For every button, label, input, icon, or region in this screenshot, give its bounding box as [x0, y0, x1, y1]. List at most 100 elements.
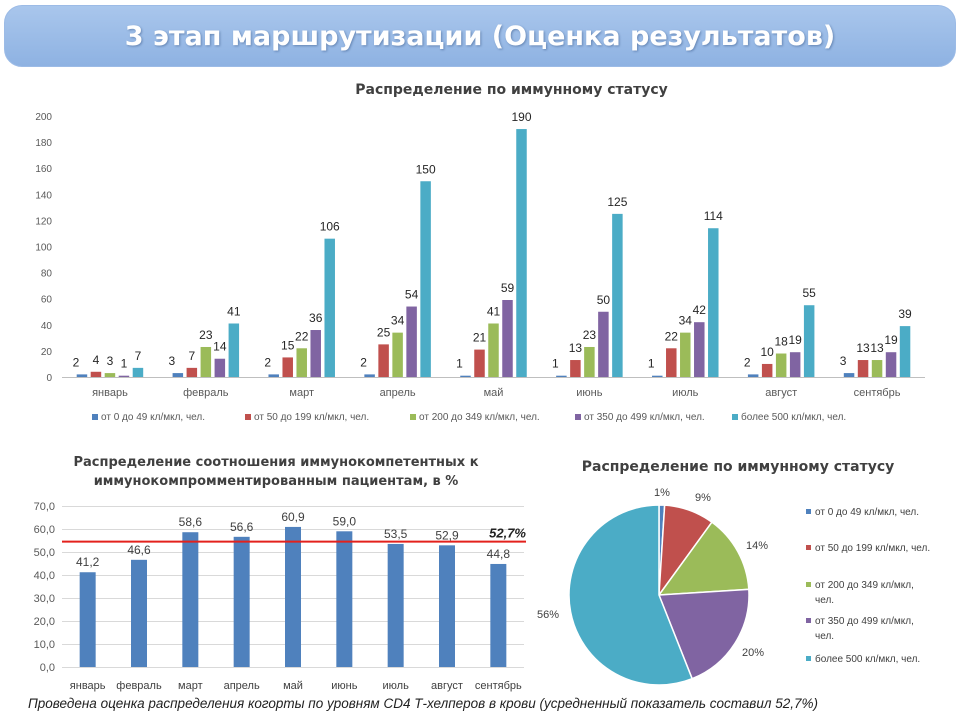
chart1-data-label: 2: [744, 355, 751, 369]
chart3-legend-swatch: [806, 582, 811, 587]
chart2-bar: [336, 531, 353, 667]
chart1-data-label: 22: [665, 329, 679, 343]
chart1-y-tick: 20: [41, 347, 53, 358]
chart1-data-label: 23: [199, 328, 213, 342]
chart1-data-label: 34: [391, 314, 405, 328]
chart1-data-label: 39: [898, 307, 912, 321]
chart1-bar: [843, 373, 855, 377]
chart2-data-label: 46,6: [127, 543, 151, 557]
chart1-y-tick: 40: [41, 321, 53, 332]
chart1-bar: [324, 238, 335, 377]
chart1-bar: [570, 360, 581, 377]
chart1-legend-swatch: [575, 414, 581, 420]
chart2-data-label: 56,6: [230, 520, 254, 534]
chart1-bar: [186, 367, 198, 377]
chart1-bar: [708, 228, 719, 377]
chart1-data-label: 1: [552, 357, 559, 371]
chart1-bar: [296, 348, 307, 377]
chart1-bar: [747, 374, 759, 377]
chart2-x-tick: апрель: [224, 680, 260, 692]
chart1-data-label: 10: [760, 345, 774, 359]
chart1-bar: [680, 332, 691, 377]
chart1-data-label: 54: [405, 288, 419, 302]
chart2-data-label: 41,2: [76, 555, 100, 569]
chart2-bar: [131, 559, 147, 667]
chart1-x-tick: июнь: [576, 387, 602, 399]
chart3-slice-label: 9%: [695, 492, 711, 504]
chart1-bar: [871, 360, 883, 377]
chart1-x-tick: январь: [92, 387, 128, 399]
chart2-y-tick: 30,0: [34, 593, 55, 605]
chart2-bar: [439, 545, 455, 667]
chart1-data-label: 2: [73, 355, 80, 369]
chart1-data-label: 50: [597, 293, 611, 307]
chart1-bar: [652, 375, 663, 377]
chart1-bar: [502, 300, 513, 377]
chart2-y-tick: 70,0: [34, 501, 55, 513]
chart3-legend-label: от 50 до 199 кл/мкл, чел.: [815, 543, 930, 554]
chart2-bar: [182, 532, 199, 667]
chart2-x-tick: июль: [383, 680, 410, 692]
chart1-y-tick: 60: [41, 295, 53, 306]
chart2-y-tick: 0,0: [40, 662, 55, 674]
chart3-legend-label: чел.: [815, 595, 834, 606]
chart1-bar: [364, 374, 375, 377]
chart1-y-tick: 180: [35, 138, 52, 149]
chart1-data-label: 1: [456, 357, 463, 371]
chart3-legend-swatch: [806, 509, 811, 514]
chart1-data-label: 21: [473, 331, 487, 345]
chart1-bar: [172, 373, 184, 377]
chart3-legend-swatch: [806, 545, 811, 550]
chart1-x-tick: август: [765, 387, 797, 399]
chart1-data-label: 3: [840, 354, 847, 368]
chart1-x-tick: февраль: [183, 387, 229, 399]
chart1-y-tick: 140: [35, 190, 52, 201]
chart1-bar: [378, 344, 389, 377]
chart2-data-label: 53,5: [384, 527, 408, 541]
chart1-bar: [516, 129, 527, 377]
chart1-data-label: 55: [802, 286, 816, 300]
page-title: 3 этап маршрутизации (Оценка результатов…: [124, 20, 836, 52]
chart1-legend-swatch: [410, 414, 416, 420]
chart1-bar: [90, 371, 102, 377]
chart2-x-tick: июнь: [331, 680, 357, 692]
chart2-y-tick: 50,0: [34, 547, 55, 559]
chart1-bar: [406, 306, 417, 377]
chart1-data-label: 18: [774, 335, 788, 349]
chart1-bar: [598, 311, 609, 377]
chart2-y-tick: 60,0: [34, 524, 55, 536]
chart3-slice-label: 56%: [537, 609, 559, 621]
chart1-y-tick: 200: [35, 112, 52, 123]
chart2-x-tick: май: [283, 680, 303, 692]
chart1-bar: [789, 352, 801, 377]
chart1-data-label: 2: [360, 355, 367, 369]
chart3-legend-label: от 200 до 349 кл/мкл,: [815, 580, 914, 591]
chart1-bar: [556, 375, 567, 377]
chart1-bar: [200, 346, 212, 377]
chart1-bar: [228, 323, 240, 377]
chart1-y-tick: 0: [46, 373, 52, 384]
chart1-x-tick: апрель: [380, 387, 416, 399]
chart2-bar: [387, 543, 404, 667]
chart1-y-tick: 160: [35, 164, 52, 175]
chart1-data-label: 19: [884, 333, 898, 347]
chart3-slice: [657, 521, 750, 596]
chart1-legend-label: от 350 до 499 кл/мкл, чел.: [584, 412, 705, 423]
chart2-reference-label: 52,7%: [489, 526, 526, 541]
chart1-legend-label: более 500 кл/мкл, чел.: [741, 411, 846, 423]
chart1-data-label: 150: [416, 162, 436, 176]
chart2-y-tick: 40,0: [34, 570, 55, 582]
chart3-legend-swatch: [806, 656, 811, 661]
chart2-data-label: 58,6: [179, 515, 203, 529]
chart2-y-tick: 10,0: [34, 639, 55, 651]
chart2-bar: [285, 526, 301, 667]
chart1-data-label: 13: [569, 341, 583, 355]
chart2-data-label: 52,9: [435, 528, 459, 542]
chart1-legend-label: от 0 до 49 кл/мкл, чел.: [101, 412, 205, 423]
chart3-slice: [568, 504, 694, 686]
chart1-bar: [694, 322, 705, 377]
chart1-data-label: 7: [135, 349, 142, 363]
chart1-data-label: 25: [377, 325, 391, 339]
chart1-bar: [310, 330, 321, 377]
